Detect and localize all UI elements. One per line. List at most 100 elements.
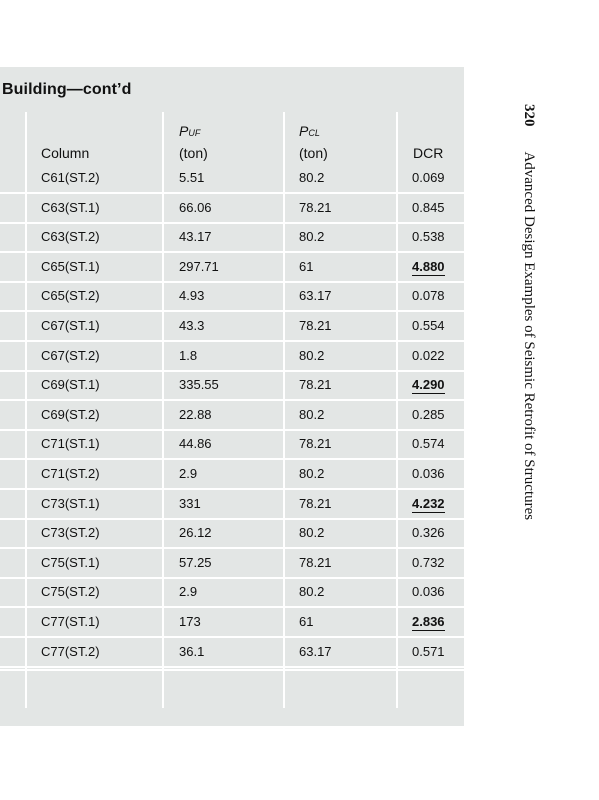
cell-column: C71(ST.1)	[41, 436, 100, 452]
row-separator	[0, 518, 464, 520]
cell-puf: 43.3	[179, 318, 204, 334]
cell-dcr: 0.571	[412, 644, 445, 660]
cell-puf: 297.71	[179, 259, 219, 275]
cell-column-text: C65(ST.2)	[41, 288, 100, 304]
header-puf-unit: (ton)	[179, 145, 208, 161]
cell-dcr-text: 4.232	[412, 495, 445, 513]
cell-puf-text: 2.9	[179, 466, 198, 481]
row-separator	[0, 606, 464, 608]
cell-column: C63(ST.2)	[41, 229, 100, 245]
cell-column: C73(ST.2)	[41, 525, 100, 541]
cell-pcl: 80.2	[299, 584, 324, 600]
cell-pcl: 78.21	[299, 318, 332, 334]
row-separator	[0, 488, 464, 490]
row-separator	[0, 222, 464, 224]
cell-puf-text: 43.17	[179, 229, 212, 245]
column-separator	[396, 112, 398, 708]
row-separator	[0, 666, 464, 668]
header-column: Column	[41, 145, 90, 161]
cell-puf-text: 22.88	[179, 406, 212, 422]
cell-puf-text: 297.71	[179, 258, 219, 274]
cell-puf: 36.1	[179, 644, 204, 660]
cell-column: C73(ST.1)	[41, 496, 100, 512]
cell-column-text: C69(ST.1)	[41, 377, 100, 393]
row-separator	[0, 636, 464, 638]
cell-column: C67(ST.2)	[41, 348, 100, 364]
cell-dcr: 0.554	[412, 318, 445, 334]
cell-pcl: 78.21	[299, 496, 332, 512]
cell-column: C67(ST.1)	[41, 318, 100, 334]
cell-dcr-text: 0.538	[412, 229, 445, 245]
cell-pcl: 63.17	[299, 288, 332, 304]
cell-puf: 335.55	[179, 377, 219, 393]
cell-pcl: 78.21	[299, 555, 332, 571]
cell-column-text: C69(ST.2)	[41, 406, 100, 422]
cell-dcr-text: 0.036	[412, 584, 445, 600]
cell-puf: 43.17	[179, 229, 212, 245]
cell-dcr-text: 4.880	[412, 258, 445, 276]
column-separator	[162, 112, 164, 708]
row-separator	[0, 251, 464, 253]
table-caption-bar	[0, 67, 464, 112]
cell-pcl-text: 80.2	[299, 525, 325, 541]
cell-dcr: 0.326	[412, 525, 445, 541]
cell-dcr: 4.290	[412, 377, 445, 395]
cell-pcl-text: 78.21	[299, 377, 332, 393]
cell-dcr: 0.285	[412, 407, 445, 423]
cell-dcr-text: 0.036	[412, 466, 445, 481]
cell-puf: 1.8	[179, 348, 197, 364]
cell-puf-text: 335.55	[179, 377, 219, 393]
cell-dcr: 0.538	[412, 229, 445, 245]
row-separator	[0, 340, 464, 342]
row-separator	[0, 192, 464, 194]
cell-pcl: 80.2	[299, 229, 324, 245]
row-separator	[0, 310, 464, 312]
cell-dcr: 0.022	[412, 348, 445, 364]
header-pcl-subscript: CL	[308, 128, 320, 138]
cell-column: C61(ST.2)	[41, 170, 100, 186]
cell-column: C77(ST.2)	[41, 644, 100, 660]
cell-dcr-text: 0.285	[412, 406, 445, 422]
cell-column-text: C73(ST.2)	[41, 525, 100, 541]
cell-column-text: C71(ST.2)	[41, 466, 100, 481]
header-puf-symbol: P	[179, 123, 189, 139]
cell-dcr-text: 0.574	[412, 436, 445, 452]
cell-pcl-text: 78.21	[299, 554, 332, 570]
cell-dcr: 0.732	[412, 555, 445, 571]
cell-puf-text: 44.86	[179, 436, 212, 452]
cell-dcr-text: 0.022	[412, 347, 445, 363]
cell-column-text: C61(ST.2)	[41, 170, 100, 185]
cell-puf-text: 5.51	[179, 170, 205, 185]
cell-pcl-text: 63.17	[299, 288, 332, 304]
cell-column: C63(ST.1)	[41, 200, 100, 216]
cell-column-text: C63(ST.2)	[41, 229, 100, 245]
row-separator	[0, 399, 464, 401]
cell-column: C77(ST.1)	[41, 614, 100, 630]
cell-dcr: 2.836	[412, 614, 445, 631]
cell-dcr: 0.069	[412, 170, 445, 186]
cell-pcl-text: 80.2	[299, 406, 325, 422]
cell-column: C69(ST.2)	[41, 407, 100, 423]
cell-pcl: 80.2	[299, 348, 324, 364]
page-number: 320	[521, 104, 537, 127]
cell-puf-text: 43.3	[179, 318, 205, 333]
cell-puf: 22.88	[179, 407, 212, 423]
cell-column: C71(ST.2)	[41, 466, 100, 482]
cell-column-text: C67(ST.2)	[41, 347, 100, 363]
cell-dcr: 0.036	[412, 466, 445, 482]
cell-puf: 26.12	[179, 525, 212, 541]
cell-pcl: 61	[299, 614, 313, 630]
cell-puf-text: 1.8	[179, 347, 198, 363]
cell-puf-text: 57.25	[179, 554, 212, 570]
cell-pcl: 78.21	[299, 377, 332, 393]
cell-puf: 66.06	[179, 200, 212, 216]
cell-pcl-text: 80.2	[299, 170, 325, 185]
cell-dcr-text: 2.836	[412, 614, 445, 631]
cell-puf-text: 331	[179, 495, 201, 511]
cell-pcl-text: 61	[299, 258, 314, 274]
cell-pcl-text: 78.21	[299, 318, 332, 333]
cell-pcl: 63.17	[299, 644, 332, 660]
cell-column: C75(ST.2)	[41, 584, 100, 600]
header-pcl: PCL	[299, 121, 320, 143]
header-dcr: DCR	[413, 145, 444, 161]
